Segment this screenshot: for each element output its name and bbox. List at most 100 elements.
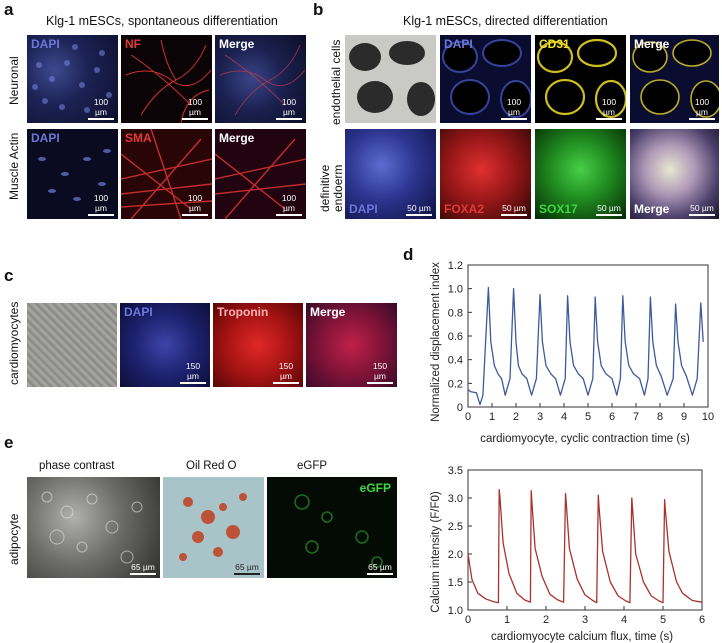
scale-bar: 100 µm	[88, 193, 114, 216]
y-tick-label: 1.0	[448, 605, 463, 617]
micrograph-endoderm-dapi: DAPI 50 µm	[345, 129, 436, 219]
scale-bar: 50 µm	[596, 203, 622, 216]
x-tick-label: 0	[465, 411, 471, 423]
y-tick-label: 1.5	[448, 577, 463, 589]
x-tick-label: 2	[543, 614, 549, 626]
micrograph-muscle-sma: SMA 100 µm	[121, 129, 212, 219]
x-tick-label: 4	[621, 614, 627, 626]
scale-bar: 100 µm	[501, 97, 527, 120]
x-tick-label: 6	[609, 411, 615, 423]
micrograph-endothelial-phase	[345, 35, 436, 123]
series-line	[467, 286, 704, 406]
row-label-cardiomyocytes: cardiomyocytes	[7, 301, 21, 385]
micrograph-endothelial-merge: Merge 100 µm	[630, 35, 719, 123]
row-label-adipocyte: adipocyte	[7, 513, 21, 565]
scale-bar: 150 µm	[273, 361, 299, 384]
x-tick-label: 1	[489, 411, 495, 423]
micrograph-neuronal-nf: NF 100 µm	[121, 35, 212, 123]
plot-frame	[467, 264, 709, 408]
caption-phase-contrast: phase contrast	[39, 460, 115, 472]
x-tick-label: 5	[585, 411, 591, 423]
micrograph-neuronal-dapi: DAPI 100 µm	[27, 35, 118, 123]
scale-bar: 100 µm	[276, 193, 302, 216]
panel-d-letter: d	[403, 245, 414, 264]
x-tick-label: 9	[681, 411, 687, 423]
panel-c-letter: c	[4, 266, 14, 285]
y-tick-label: 0.8	[448, 307, 463, 319]
scale-bar: 150 µm	[180, 361, 206, 384]
y-axis-label: Calcium intensity (F/F0)	[430, 491, 442, 613]
y-tick-label: 1.0	[448, 284, 463, 296]
micrograph-adipocyte-phase: 65 µm	[27, 477, 160, 578]
micrograph-cardio-phase	[27, 303, 117, 387]
tile-label: Merge	[634, 202, 670, 216]
y-tick-label: 0.4	[448, 355, 463, 367]
y-tick-label: 2.0	[448, 549, 463, 561]
scale-bar: 50 µm	[501, 203, 527, 216]
micrograph-cardio-merge: Merge 150 µm	[306, 303, 397, 387]
tile-label: DAPI	[31, 37, 60, 51]
x-tick-label: 1	[504, 614, 510, 626]
caption-egfp: eGFP	[297, 460, 328, 472]
x-axis-label: cardiomyocyte calcium flux, time (s)	[491, 631, 673, 643]
scale-bar: 65 µm	[234, 562, 260, 575]
micrograph-endoderm-foxa2: FOXA2 50 µm	[440, 129, 531, 219]
tile-label: Merge	[634, 37, 670, 51]
x-tick-label: 5	[660, 614, 666, 626]
tile-label: FOXA2	[444, 202, 485, 216]
y-tick-label: 0.2	[448, 378, 463, 390]
x-tick-label: 6	[699, 614, 705, 626]
micrograph-cardio-dapi: DAPI 150 µm	[120, 303, 210, 387]
x-axis-label: cardiomyocyte, cyclic contraction time (…	[480, 433, 690, 445]
panel-e-letter: e	[4, 433, 14, 452]
y-axis-label: Normalized displacement index	[430, 262, 442, 422]
micrograph-cardio-troponin: Troponin 150 µm	[213, 303, 303, 387]
row-label-neuronal: Neuronal	[7, 56, 21, 105]
panel-a-letter: a	[4, 0, 14, 19]
tile-label: DAPI	[124, 305, 153, 319]
micrograph-endothelial-dapi: DAPI 100 µm	[440, 35, 531, 123]
caption-oil-red-o: Oil Red O	[186, 460, 237, 472]
scale-bar: 100 µm	[689, 97, 715, 120]
x-tick-label: 10	[702, 411, 714, 423]
tile-label: Merge	[310, 305, 346, 319]
tile-label: Merge	[219, 131, 255, 145]
tile-label: Troponin	[217, 305, 269, 319]
micrograph-endothelial-cd31: CD31 100 µm	[535, 35, 626, 123]
scale-bar: 100 µm	[182, 193, 208, 216]
scale-bar: 100 µm	[596, 97, 622, 120]
tile-label: SMA	[125, 131, 152, 145]
micrograph-endoderm-sox17: SOX17 50 µm	[535, 129, 626, 219]
x-tick-label: 3	[582, 614, 588, 626]
tile-label: Merge	[219, 37, 255, 51]
x-tick-label: 7	[633, 411, 639, 423]
micrograph-adipocyte-oilredo: 65 µm	[163, 477, 264, 578]
micrograph-muscle-dapi: DAPI 100 µm	[27, 129, 118, 219]
scale-bar: 50 µm	[406, 203, 432, 216]
micrograph-muscle-merge: Merge 100 µm	[215, 129, 306, 219]
scale-bar: 150 µm	[367, 361, 393, 384]
x-tick-label: 4	[561, 411, 567, 423]
micrograph-adipocyte-egfp: eGFP 65 µm	[267, 477, 397, 578]
x-tick-label: 0	[465, 614, 471, 626]
y-tick-label: 3.5	[448, 465, 463, 477]
y-tick-label: 1.2	[448, 260, 463, 272]
y-tick-label: 3.0	[448, 493, 463, 505]
calcium-flux-chart: 1.0 1.5 2.0 2.5 3.0 3.5 0 1 2 3 4 5 6 Calcium intens…	[430, 465, 705, 643]
panel-b-letter: b	[313, 0, 324, 19]
tile-label: DAPI	[31, 131, 60, 145]
row-label-endothelial: endothelial cells	[329, 39, 343, 125]
row-label-definitive: definitive	[318, 164, 332, 212]
micrograph-endoderm-merge: Merge 50 µm	[630, 129, 719, 219]
scale-bar: 50 µm	[689, 203, 715, 216]
y-tick-label: 0	[457, 402, 463, 414]
tile-label: DAPI	[444, 37, 473, 51]
tile-label: eGFP	[359, 481, 391, 495]
panel-a-header: Klg-1 mESCs, spontaneous differentiation	[46, 14, 278, 28]
micrograph-neuronal-merge: Merge 100 µm	[215, 35, 306, 123]
scale-bar: 65 µm	[367, 562, 393, 575]
x-tick-label: 8	[657, 411, 663, 423]
row-label-muscle-actin: Muscle Actin	[7, 132, 21, 200]
scale-bar: 100 µm	[182, 97, 208, 120]
tile-label: CD31	[539, 37, 570, 51]
